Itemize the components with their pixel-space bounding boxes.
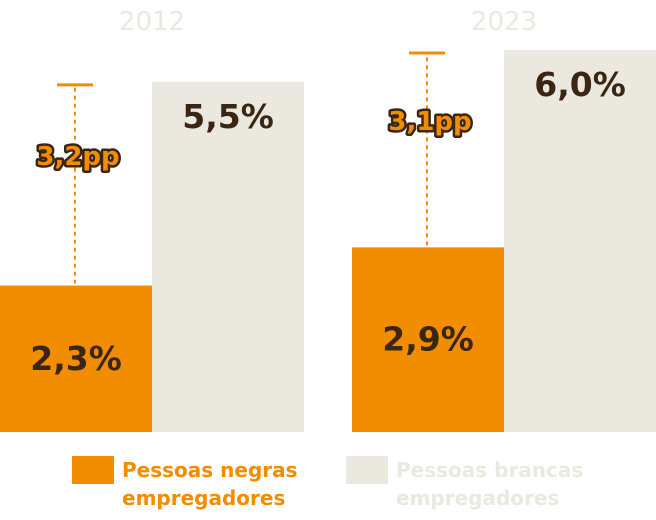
year-label-2023: 2023 [471,7,537,37]
legend-item-black: Pessoas negras empregadores [72,456,322,512]
legend-label-white: Pessoas brancas empregadores [396,456,596,512]
year-label-2012: 2012 [119,7,185,37]
legend-label-black-line2: empregadores [122,486,286,510]
gap-label-2012: 3,2pp [36,142,119,172]
plot-area: 2012 2,3% 5,5% 3,2pp 2023 2,9% 6,0% 3,1pp [0,7,656,432]
bar-black-2012 [0,285,152,432]
legend-swatch-black [72,456,114,484]
value-label-white-2023: 6,0% [534,65,626,104]
legend-item-white: Pessoas brancas empregadores [346,456,596,512]
bar-white-2023 [504,50,656,432]
value-label-black-2012: 2,3% [30,339,122,378]
legend-label-black: Pessoas negras empregadores [122,456,322,512]
legend-swatch-white [346,456,388,484]
gap-label-2023: 3,1pp [388,107,471,137]
bar-black-2023 [352,247,504,432]
bar-white-2012 [152,81,304,432]
legend-label-white-line1: Pessoas brancas [396,458,584,482]
legend-label-white-line2: empregadores [396,486,560,510]
legend-label-black-line1: Pessoas negras [122,458,298,482]
value-label-white-2012: 5,5% [182,97,274,136]
value-label-black-2023: 2,9% [382,320,474,359]
